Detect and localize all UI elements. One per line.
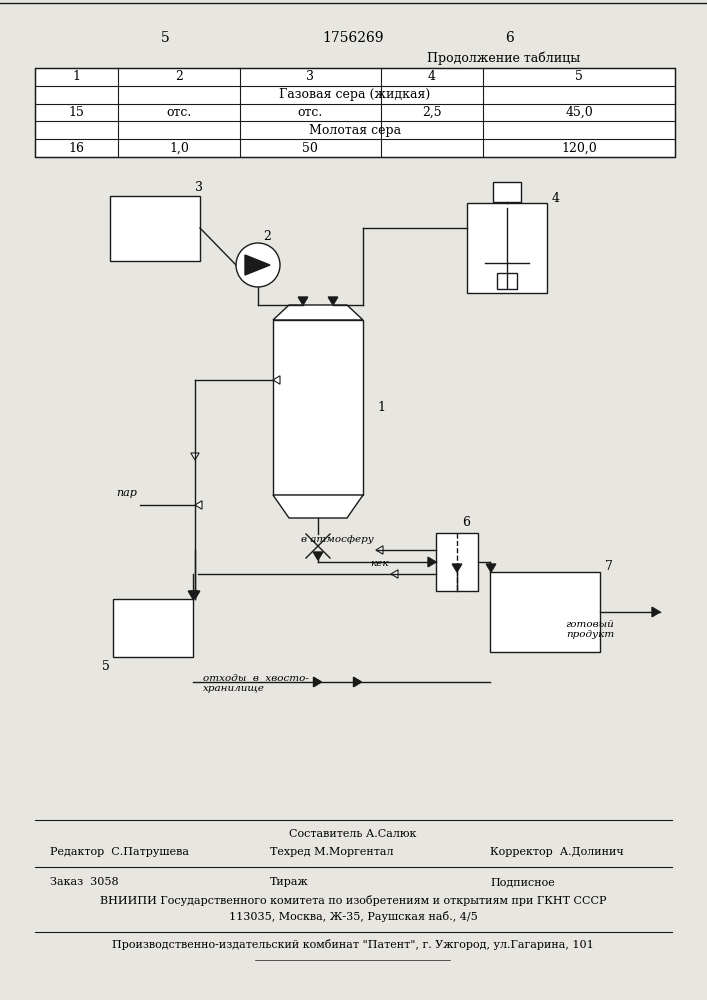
Text: 2: 2: [175, 70, 183, 83]
Text: отс.: отс.: [298, 106, 323, 119]
Text: Составитель А.Салюк: Составитель А.Салюк: [289, 829, 416, 839]
Polygon shape: [273, 305, 363, 320]
Polygon shape: [452, 564, 462, 572]
Bar: [493, 182, 521, 202]
Text: Подписное: Подписное: [490, 877, 555, 887]
Text: 7: 7: [605, 560, 613, 574]
Text: 4: 4: [428, 70, 436, 83]
Text: 5: 5: [160, 31, 170, 45]
Circle shape: [236, 243, 280, 287]
Polygon shape: [245, 255, 270, 275]
Text: 1,0: 1,0: [169, 142, 189, 155]
Text: Молотая сера: Молотая сера: [309, 124, 401, 137]
Text: Производственно-издательский комбинат "Патент", г. Ужгород, ул.Гагарина, 101: Производственно-издательский комбинат "П…: [112, 940, 594, 950]
Text: 120,0: 120,0: [561, 142, 597, 155]
Polygon shape: [298, 297, 308, 305]
Polygon shape: [486, 564, 496, 572]
Bar: [273, 320, 363, 495]
Polygon shape: [354, 677, 361, 687]
Text: Продолжение таблицы: Продолжение таблицы: [427, 51, 580, 65]
Polygon shape: [652, 607, 660, 617]
Text: Корректор  А.Долинич: Корректор А.Долинич: [490, 847, 624, 857]
Bar: [497, 273, 517, 289]
Text: 5: 5: [575, 70, 583, 83]
Text: отс.: отс.: [166, 106, 192, 119]
Text: 2: 2: [263, 231, 271, 243]
Text: 16: 16: [69, 142, 85, 155]
Text: готовый
продукт: готовый продукт: [566, 620, 614, 639]
Polygon shape: [313, 677, 322, 687]
Text: Редактор  С.Патрушева: Редактор С.Патрушева: [50, 847, 189, 857]
Text: 2,5: 2,5: [422, 106, 442, 119]
Text: Газовая сера (жидкая): Газовая сера (жидкая): [279, 88, 431, 101]
Polygon shape: [391, 570, 398, 578]
Polygon shape: [190, 591, 200, 599]
Text: 5: 5: [102, 660, 110, 674]
Text: 6: 6: [462, 516, 470, 530]
Text: 1: 1: [73, 70, 81, 83]
Text: ВНИИПИ Государственного комитета по изобретениям и открытиям при ГКНТ СССР: ВНИИПИ Государственного комитета по изоб…: [100, 894, 606, 906]
Polygon shape: [428, 557, 436, 567]
Text: 45,0: 45,0: [565, 106, 593, 119]
Polygon shape: [376, 546, 383, 554]
Polygon shape: [328, 297, 338, 305]
Polygon shape: [273, 376, 280, 384]
Text: 6: 6: [506, 31, 515, 45]
Bar: [113, 599, 193, 657]
Text: 1: 1: [377, 401, 385, 414]
Text: 4: 4: [552, 192, 560, 205]
Polygon shape: [273, 495, 363, 518]
Bar: [490, 572, 600, 652]
Text: 15: 15: [69, 106, 85, 119]
Bar: [110, 196, 200, 260]
Text: Заказ  3058: Заказ 3058: [50, 877, 119, 887]
Text: кек: кек: [370, 560, 389, 568]
Text: 50: 50: [303, 142, 318, 155]
Text: 113035, Москва, Ж-35, Раушская наб., 4/5: 113035, Москва, Ж-35, Раушская наб., 4/5: [228, 912, 477, 922]
Text: Тираж: Тираж: [270, 877, 309, 887]
Polygon shape: [313, 552, 323, 560]
Text: 3: 3: [195, 181, 203, 194]
Text: отходы  в  хвосто-
хранилище: отходы в хвосто- хранилище: [203, 674, 309, 693]
Polygon shape: [188, 591, 198, 599]
Text: Техред М.Моргентал: Техред М.Моргентал: [270, 847, 394, 857]
Text: пар: пар: [116, 488, 137, 498]
Text: в атмосферу: в атмосферу: [301, 536, 374, 544]
Bar: [436, 533, 478, 591]
Polygon shape: [195, 501, 202, 509]
Bar: [467, 203, 547, 293]
Bar: [35, 68, 675, 157]
Polygon shape: [191, 453, 199, 460]
Text: 3: 3: [306, 70, 314, 83]
Text: 1756269: 1756269: [322, 31, 384, 45]
